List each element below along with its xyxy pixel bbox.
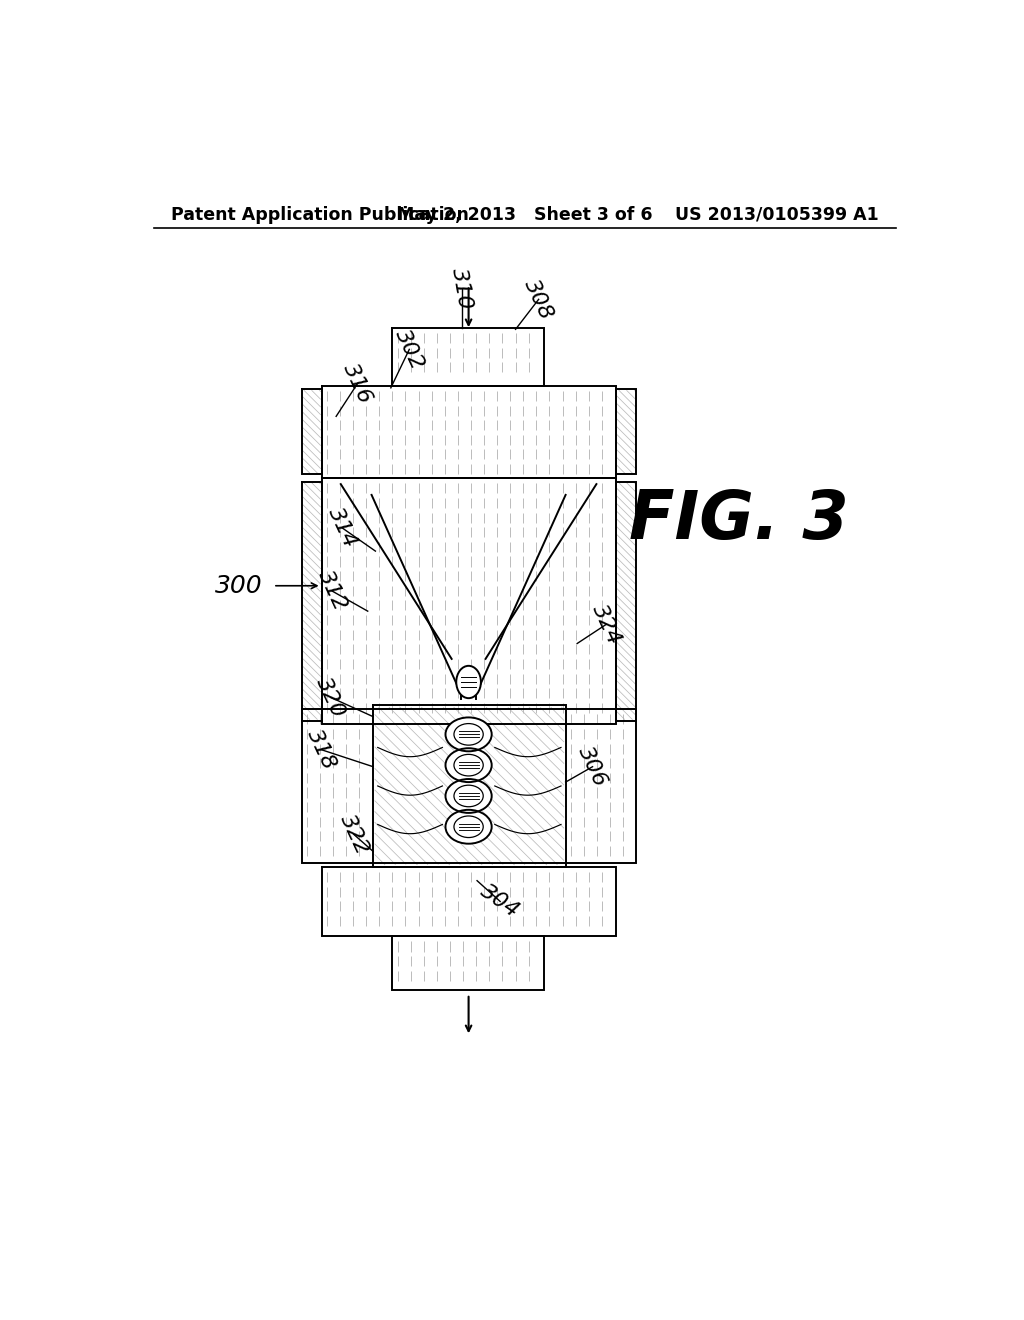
- Text: 320: 320: [312, 675, 349, 721]
- Ellipse shape: [445, 779, 492, 813]
- Text: May 2, 2013   Sheet 3 of 6: May 2, 2013 Sheet 3 of 6: [397, 206, 652, 223]
- Text: 316: 316: [340, 360, 376, 407]
- Ellipse shape: [445, 748, 492, 781]
- Text: 306: 306: [574, 743, 610, 791]
- Ellipse shape: [445, 718, 492, 751]
- Text: 300: 300: [215, 574, 263, 598]
- Ellipse shape: [454, 785, 483, 807]
- Ellipse shape: [454, 755, 483, 776]
- Text: FIG. 3: FIG. 3: [629, 487, 849, 553]
- Text: 302: 302: [391, 326, 427, 372]
- Text: 314: 314: [325, 504, 360, 552]
- Text: 318: 318: [303, 726, 340, 774]
- Text: 324: 324: [589, 601, 625, 648]
- Text: Patent Application Publication: Patent Application Publication: [171, 206, 468, 223]
- Text: 322: 322: [336, 810, 372, 858]
- Text: 304: 304: [477, 882, 523, 921]
- Text: 308: 308: [520, 276, 557, 322]
- Text: 312: 312: [314, 568, 350, 615]
- Ellipse shape: [454, 723, 483, 744]
- Ellipse shape: [457, 665, 481, 698]
- Ellipse shape: [445, 809, 492, 843]
- Ellipse shape: [454, 816, 483, 837]
- Text: 310: 310: [449, 267, 475, 312]
- Text: US 2013/0105399 A1: US 2013/0105399 A1: [675, 206, 879, 223]
